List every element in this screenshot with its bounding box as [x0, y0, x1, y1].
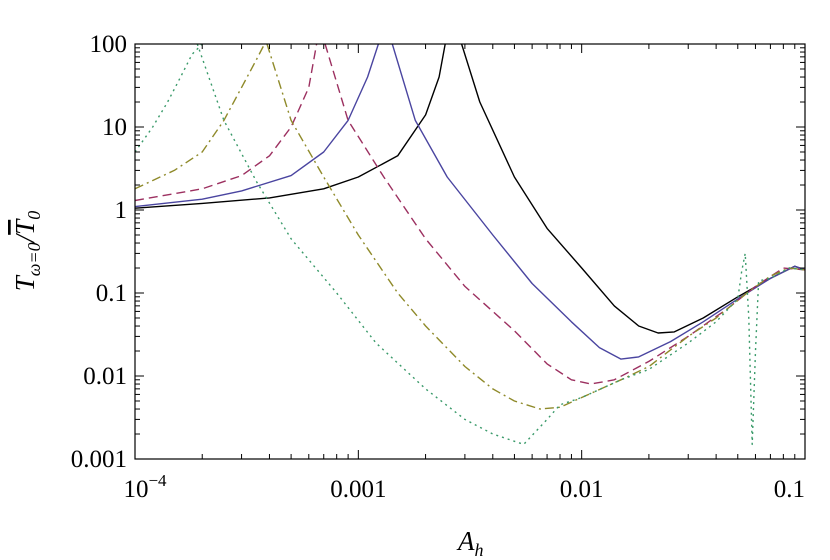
- series-line-2: [135, 44, 805, 360]
- series-layer: [135, 44, 805, 446]
- y-tick-label: 100: [90, 31, 128, 58]
- plot-frame: [134, 43, 806, 460]
- x-tick-label: 0.001: [330, 476, 386, 503]
- y-tick-label: 0.01: [83, 363, 127, 390]
- x-tick-label: 10−4: [123, 471, 167, 503]
- y-tick-label: 0.1: [96, 280, 127, 307]
- series-line-3: [135, 44, 805, 385]
- y-tick-label: 0.001: [71, 446, 127, 473]
- x-axis-label: Ah: [456, 526, 484, 560]
- series-line-1: [135, 44, 805, 334]
- ticks-layer: [134, 44, 805, 460]
- y-tick-label: 10: [102, 114, 127, 141]
- series-line-4: [135, 44, 805, 410]
- y-axis-label: Tω=0/T0: [10, 211, 44, 291]
- x-tick-label: 0.1: [774, 476, 805, 503]
- series-line-5: [135, 44, 805, 446]
- y-tick-label: 1: [115, 197, 128, 224]
- x-tick-label: 0.01: [560, 476, 604, 503]
